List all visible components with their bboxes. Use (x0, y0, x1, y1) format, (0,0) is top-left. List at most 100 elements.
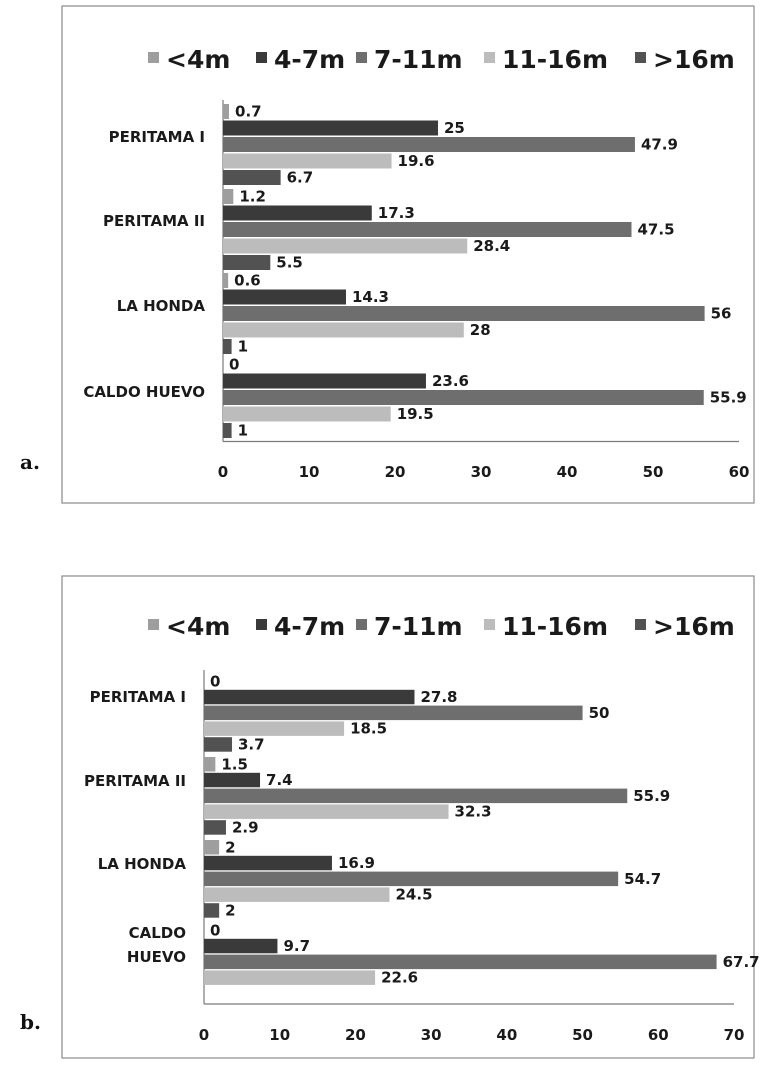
legend-entry: 11-16m (502, 612, 608, 641)
data-label: 6.7 (287, 169, 314, 187)
data-label: 23.6 (432, 372, 469, 390)
data-label: 50 (589, 704, 610, 722)
bar (223, 322, 464, 338)
data-label: 5.5 (276, 254, 303, 272)
x-tick-label: 30 (471, 463, 492, 481)
bar (204, 721, 345, 736)
legend-swatch (635, 619, 646, 630)
bar (223, 120, 438, 136)
data-label: 0.6 (234, 272, 261, 290)
data-label: 32.3 (455, 803, 492, 821)
category-label: HUEVO (127, 948, 186, 966)
bar (204, 689, 415, 705)
x-tick-label: 10 (299, 463, 320, 481)
legend-entry: <4m (166, 612, 230, 641)
category-label: CALDO HUEVO (83, 383, 205, 401)
data-label: 14.3 (352, 288, 389, 306)
legend-entry: 4-7m (274, 45, 345, 74)
bar (223, 189, 234, 204)
bar (204, 804, 449, 819)
x-tick-label: 60 (648, 1026, 669, 1044)
category-label: PERITAMA I (90, 688, 186, 706)
category-label: PERITAMA II (103, 212, 205, 230)
data-label: 1.5 (221, 755, 248, 773)
data-label: 18.5 (350, 720, 387, 738)
category-label: PERITAMA I (109, 128, 205, 146)
legend-swatch (635, 52, 646, 63)
legend-swatch (484, 619, 495, 630)
x-tick-label: 0 (199, 1026, 209, 1044)
bar (204, 954, 717, 970)
x-tick-label: 40 (496, 1026, 517, 1044)
bar (223, 205, 372, 221)
bar (223, 222, 632, 237)
bar (223, 306, 705, 321)
x-tick-label: 30 (421, 1026, 442, 1044)
bar (223, 170, 281, 185)
data-label: 0 (210, 921, 220, 939)
bar (223, 104, 230, 119)
data-label: 3.7 (238, 735, 265, 753)
data-label: 2.9 (232, 818, 259, 836)
x-tick-label: 50 (572, 1026, 593, 1044)
legend-entry: >16m (653, 612, 735, 641)
data-label: 0 (210, 672, 220, 690)
data-label: 22.6 (381, 969, 418, 987)
bar (223, 137, 635, 152)
x-tick-label: 10 (269, 1026, 290, 1044)
data-label: 0.7 (235, 103, 262, 121)
legend-entry: 11-16m (502, 45, 608, 74)
data-label: 1 (238, 338, 248, 356)
x-tick-label: 50 (643, 463, 664, 481)
bar (204, 938, 278, 954)
data-label: 56 (711, 305, 732, 323)
chart-frame (61, 5, 755, 504)
bar (223, 390, 704, 405)
data-label: 47.5 (638, 221, 675, 239)
data-label: 16.9 (338, 854, 375, 872)
bar (204, 788, 628, 804)
bar (204, 772, 261, 788)
bar (204, 855, 332, 871)
legend-swatch (356, 52, 367, 63)
bar (204, 737, 233, 752)
bar (223, 373, 426, 389)
data-label: 55.9 (710, 389, 747, 407)
bar (223, 423, 232, 438)
bar (223, 238, 468, 254)
x-tick-label: 20 (385, 463, 406, 481)
data-label: 67.7 (723, 953, 760, 971)
data-label: 0 (229, 356, 239, 374)
data-label: 28 (470, 321, 491, 339)
bar (204, 903, 220, 918)
bar (223, 273, 229, 288)
bar (204, 887, 390, 902)
legend-entry: >16m (653, 45, 735, 74)
legend-entry: 7-11m (374, 45, 463, 74)
bar (204, 871, 619, 887)
legend-swatch (148, 619, 159, 630)
legend-swatch (356, 619, 367, 630)
bar (204, 820, 226, 835)
data-label: 1.2 (239, 188, 266, 206)
panel-label-b: b. (20, 1010, 41, 1034)
category-label: CALDO (129, 924, 186, 942)
data-label: 2 (225, 901, 235, 919)
legend-swatch (256, 619, 267, 630)
legend-entry: 4-7m (274, 612, 345, 641)
bar (204, 757, 216, 772)
data-label: 7.4 (266, 771, 293, 789)
bar (204, 705, 583, 721)
data-label: 25 (444, 119, 465, 137)
legend-swatch (484, 52, 495, 63)
bar (223, 289, 346, 305)
data-label: 24.5 (396, 886, 433, 904)
data-label: 19.6 (398, 152, 435, 170)
bar (204, 840, 220, 855)
category-label: LA HONDA (117, 297, 206, 315)
data-label: 28.4 (473, 237, 510, 255)
data-label: 47.9 (641, 136, 678, 154)
x-tick-label: 0 (218, 463, 228, 481)
chart-frame (61, 575, 755, 1059)
x-tick-label: 70 (724, 1026, 745, 1044)
